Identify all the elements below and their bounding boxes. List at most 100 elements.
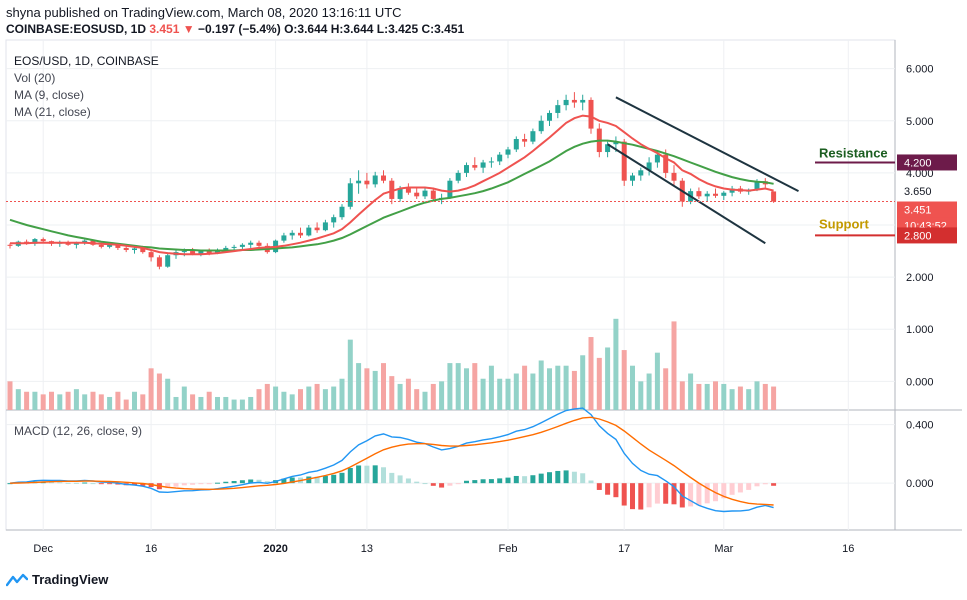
price-chart[interactable]: 6.0005.0004.0003.0002.0001.0000.0000.400…	[0, 0, 967, 572]
candle-body	[713, 193, 718, 196]
candle-body	[522, 139, 528, 142]
signal-line	[9, 416, 774, 506]
macd-histogram-bar	[771, 483, 777, 486]
volume-bar	[148, 368, 154, 410]
macd-histogram-bar	[132, 483, 137, 486]
volume-bar	[613, 318, 619, 410]
ma-price-badge: 3.650	[904, 186, 932, 198]
volume-bar	[82, 394, 88, 410]
candle-body	[82, 240, 88, 243]
macd-histogram-bar	[364, 465, 370, 484]
volume-bar	[15, 389, 21, 410]
candle-body	[364, 180, 370, 185]
macd-histogram-bar	[82, 482, 88, 484]
volume-bar	[480, 378, 486, 410]
candle-body	[505, 149, 511, 155]
resistance-price-badge-bg	[897, 154, 957, 171]
candle-body	[547, 112, 552, 121]
volume-bar	[497, 378, 503, 410]
candle-body	[107, 244, 113, 247]
volume-bar	[65, 391, 71, 410]
volume-bar	[389, 376, 395, 410]
macd-histogram-bar	[671, 483, 677, 505]
candle-body	[206, 251, 212, 254]
macd-histogram-bar	[729, 483, 735, 495]
candle-body	[347, 183, 353, 207]
volume-bar	[422, 391, 428, 410]
ma9-line	[10, 114, 774, 256]
macd-histogram-bar	[447, 483, 453, 486]
candle-body	[165, 255, 171, 267]
tradingview-logo[interactable]: TradingView	[6, 572, 108, 587]
macd-histogram-bar	[588, 480, 594, 484]
candle-body	[331, 217, 337, 223]
volume-bar	[397, 383, 403, 410]
candle-body	[231, 246, 237, 248]
macd-histogram-bar	[347, 468, 353, 484]
macd-histogram-bar	[430, 483, 436, 486]
volume-bar	[40, 394, 46, 410]
volume-bar	[165, 378, 171, 410]
volume-bar	[248, 396, 254, 410]
volume-bar	[447, 363, 453, 410]
macd-histogram-bar	[654, 483, 660, 504]
volume-bar	[256, 389, 262, 410]
volume-bar	[215, 396, 220, 410]
volume-bar	[638, 381, 644, 410]
macd-histogram-bar	[281, 478, 287, 484]
macd-histogram-bar	[522, 476, 528, 484]
time-tick-label: Feb	[499, 543, 518, 555]
volume-bar	[630, 365, 635, 410]
macd-line	[9, 407, 774, 513]
macd-histogram-bar	[721, 483, 727, 499]
macd-histogram-bar	[140, 483, 146, 486]
macd-histogram-bar	[239, 480, 245, 484]
macd-histogram-bar	[65, 482, 71, 484]
ma-price-badge-bg	[897, 183, 957, 200]
volume-bar	[721, 383, 727, 410]
price-tick-label: 0.000	[906, 376, 934, 388]
legend-ma21: MA (21, close)	[14, 105, 91, 119]
volume-bar	[555, 365, 561, 410]
volume-bar	[654, 352, 660, 410]
macd-histogram-bar	[173, 483, 179, 487]
volume-bar	[430, 383, 436, 410]
candle-body	[480, 162, 486, 168]
volume-bar	[571, 370, 577, 410]
macd-histogram-bar	[322, 475, 328, 484]
volume-bar	[464, 368, 469, 410]
volume-bar	[24, 391, 30, 410]
macd-histogram-bar	[630, 483, 635, 510]
volume-bar	[547, 368, 552, 410]
macd-histogram-bar	[7, 483, 13, 485]
macd-histogram-bar	[513, 475, 519, 484]
macd-histogram-bar	[571, 471, 577, 484]
macd-histogram-bar	[397, 475, 403, 484]
macd-histogram-bar	[563, 470, 569, 484]
candle-body	[472, 165, 478, 168]
legend-ma9: MA (9, close)	[14, 88, 85, 102]
support-price-badge: 2.800	[904, 230, 932, 242]
macd-histogram-bar	[613, 483, 619, 498]
macd-histogram-bar	[73, 482, 79, 484]
macd-histogram-bar	[215, 482, 220, 484]
macd-histogram-bar	[555, 470, 561, 484]
volume-bar	[289, 394, 295, 410]
candle-body	[538, 120, 544, 132]
volume-bar	[181, 386, 187, 410]
macd-histogram-bar	[455, 483, 461, 485]
candle-body	[555, 105, 561, 113]
volume-bar	[322, 389, 328, 410]
symbol-label: COINBASE:EOSUSD, 1D	[6, 22, 147, 36]
macd-histogram-bar	[746, 483, 752, 490]
macd-histogram-bar	[405, 478, 411, 484]
macd-histogram-bar	[231, 481, 237, 484]
candle-body	[646, 162, 652, 171]
volume-bar	[314, 383, 320, 410]
macd-histogram-bar	[190, 483, 196, 485]
macd-histogram-bar	[580, 473, 586, 484]
legend-macd: MACD (12, 26, close, 9)	[14, 424, 143, 438]
macd-histogram-bar	[663, 483, 669, 504]
candle-body	[563, 99, 569, 106]
candle-body	[497, 154, 503, 162]
